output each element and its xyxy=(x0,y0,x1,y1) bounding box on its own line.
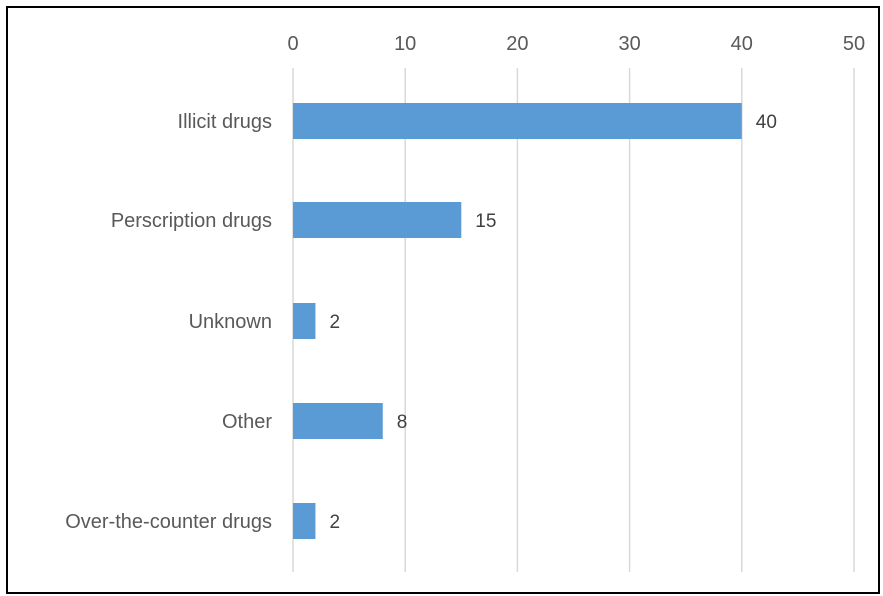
data-label: 8 xyxy=(397,412,408,433)
bar-perscription-drugs xyxy=(293,202,462,238)
x-tick-label-30: 30 xyxy=(618,33,640,55)
category-label: Unknown xyxy=(189,311,272,333)
category-label: Other xyxy=(222,411,272,433)
x-tick-label-40: 40 xyxy=(731,33,753,55)
category-label: Illicit drugs xyxy=(178,111,272,133)
bar-unknown xyxy=(293,303,316,339)
data-label: 40 xyxy=(756,112,777,133)
x-axis-ticks: 0 10 20 30 40 50 xyxy=(287,33,865,55)
category-labels: Illicit drugs Perscription drugs Unknown Ot… xyxy=(65,111,272,533)
x-tick-label-10: 10 xyxy=(394,33,416,55)
data-label: 2 xyxy=(329,512,340,533)
bars xyxy=(293,103,742,539)
bar-over-the-counter-drugs xyxy=(293,503,316,539)
gridlines xyxy=(292,68,855,572)
bar-illicit-drugs xyxy=(293,103,742,139)
x-tick-label-0: 0 xyxy=(287,33,298,55)
data-labels: 40 15 2 8 2 xyxy=(329,112,777,533)
x-tick-label-20: 20 xyxy=(506,33,528,55)
category-label: Perscription drugs xyxy=(111,210,272,232)
bar-other xyxy=(293,403,383,439)
x-tick-label-50: 50 xyxy=(843,33,865,55)
data-label: 2 xyxy=(329,312,340,333)
data-label: 15 xyxy=(475,211,496,232)
category-label: Over-the-counter drugs xyxy=(65,511,272,533)
